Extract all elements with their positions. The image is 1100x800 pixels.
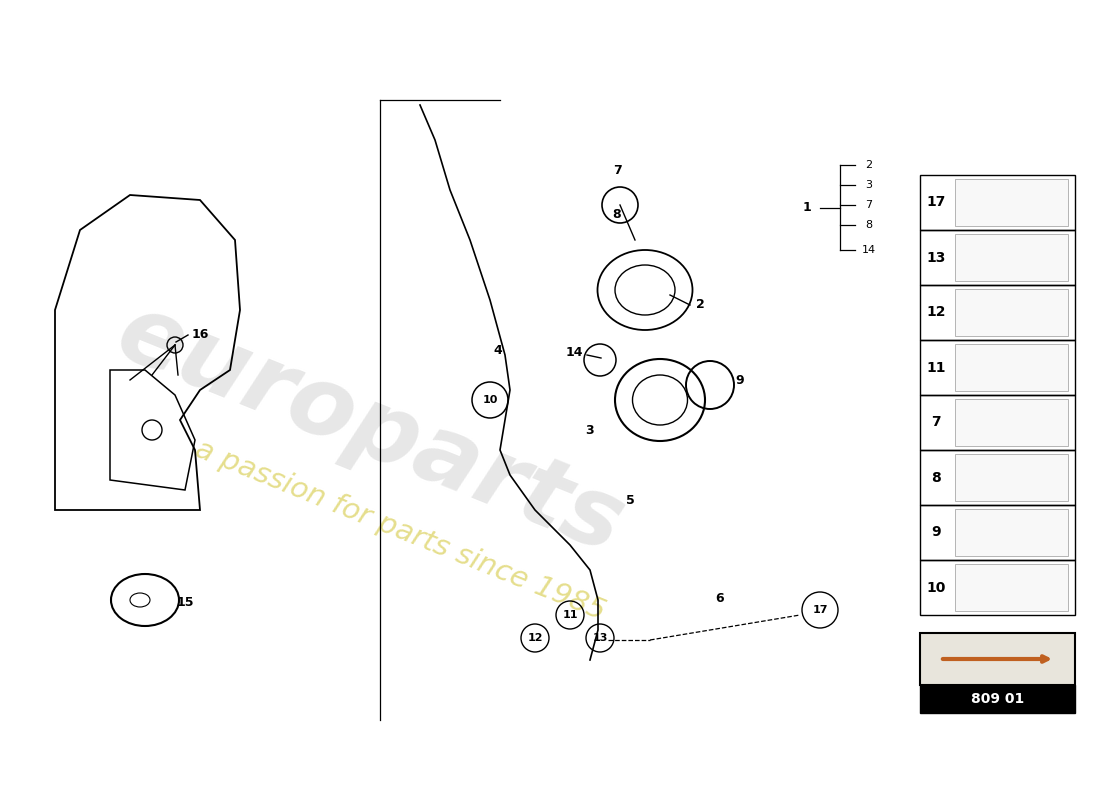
Text: 5: 5 xyxy=(626,494,635,506)
Text: 15: 15 xyxy=(176,597,194,610)
Bar xyxy=(955,289,1068,336)
Text: 6: 6 xyxy=(716,591,724,605)
Text: 4: 4 xyxy=(494,343,503,357)
Text: 10: 10 xyxy=(926,581,946,594)
Bar xyxy=(955,509,1068,556)
Text: 8: 8 xyxy=(613,209,621,222)
Bar xyxy=(955,234,1068,281)
Text: 7: 7 xyxy=(866,200,872,210)
Text: 12: 12 xyxy=(926,306,946,319)
Bar xyxy=(955,454,1068,501)
Bar xyxy=(920,685,1075,713)
Text: 1: 1 xyxy=(803,201,812,214)
Bar xyxy=(920,395,1075,450)
Bar xyxy=(920,175,1075,230)
Bar xyxy=(920,230,1075,285)
Text: 3: 3 xyxy=(866,180,872,190)
Bar xyxy=(920,285,1075,340)
Bar xyxy=(920,450,1075,505)
Text: europarts: europarts xyxy=(103,286,637,574)
Text: 9: 9 xyxy=(932,526,940,539)
Bar xyxy=(955,564,1068,611)
Text: 17: 17 xyxy=(926,195,946,210)
Text: 14: 14 xyxy=(862,245,876,255)
Text: 2: 2 xyxy=(866,160,872,170)
Text: 13: 13 xyxy=(592,633,607,643)
Text: 16: 16 xyxy=(191,329,209,342)
Text: 7: 7 xyxy=(932,415,940,430)
Text: 13: 13 xyxy=(926,250,946,265)
Text: 11: 11 xyxy=(926,361,946,374)
Text: 14: 14 xyxy=(565,346,583,358)
Bar xyxy=(955,179,1068,226)
Text: 2: 2 xyxy=(695,298,704,311)
Bar xyxy=(920,505,1075,560)
Text: 8: 8 xyxy=(866,220,872,230)
Bar xyxy=(955,399,1068,446)
Text: 3: 3 xyxy=(585,423,594,437)
Bar xyxy=(920,560,1075,615)
Text: 17: 17 xyxy=(812,605,827,615)
Text: 7: 7 xyxy=(613,163,621,177)
Text: 8: 8 xyxy=(931,470,940,485)
Bar xyxy=(920,633,1075,685)
Text: 12: 12 xyxy=(527,633,542,643)
Text: a passion for parts since 1985: a passion for parts since 1985 xyxy=(190,434,609,626)
Text: 809 01: 809 01 xyxy=(971,692,1024,706)
Bar xyxy=(920,340,1075,395)
Bar xyxy=(955,344,1068,391)
Text: 10: 10 xyxy=(482,395,497,405)
Text: 11: 11 xyxy=(562,610,578,620)
Text: 9: 9 xyxy=(736,374,745,386)
